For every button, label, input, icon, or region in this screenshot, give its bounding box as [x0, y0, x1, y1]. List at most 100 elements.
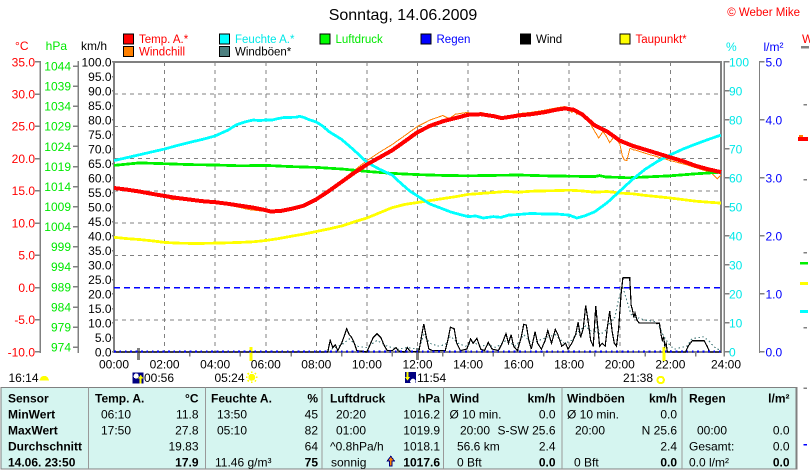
svg-text:10:00: 10:00: [352, 358, 382, 372]
svg-text:Windböen: Windböen: [567, 391, 625, 405]
svg-text:5.0: 5.0: [95, 331, 112, 345]
svg-text:90.0: 90.0: [88, 84, 112, 98]
svg-text:60: 60: [729, 171, 743, 185]
svg-text:Windböen*: Windböen*: [235, 47, 292, 59]
svg-text:994: 994: [51, 260, 71, 274]
svg-text:17:50: 17:50: [101, 424, 131, 438]
svg-text:Wind: Wind: [536, 34, 562, 46]
svg-text:27.8: 27.8: [175, 424, 199, 438]
svg-text:20: 20: [729, 287, 743, 301]
svg-text:00:00: 00:00: [697, 424, 727, 438]
svg-text:1019: 1019: [44, 160, 71, 174]
svg-text:56.6 km: 56.6 km: [457, 440, 500, 454]
svg-text:5.0: 5.0: [18, 249, 35, 263]
svg-text:1018.1: 1018.1: [403, 440, 440, 454]
svg-text:4.0: 4.0: [766, 113, 783, 127]
svg-text:100.0: 100.0: [81, 55, 111, 69]
svg-text:40.0: 40.0: [88, 229, 112, 243]
svg-text:16:14: 16:14: [8, 371, 38, 385]
svg-text:01:00: 01:00: [336, 424, 366, 438]
svg-text:0.0 l/m²: 0.0 l/m²: [689, 456, 729, 470]
svg-text:82: 82: [305, 424, 319, 438]
svg-text:19.83: 19.83: [168, 440, 198, 454]
svg-text:-5.0: -5.0: [14, 313, 35, 327]
svg-text:40: 40: [729, 229, 743, 243]
svg-text:50.0: 50.0: [88, 200, 112, 214]
svg-text:12:00: 12:00: [402, 358, 432, 372]
svg-text:0.0: 0.0: [539, 456, 556, 470]
svg-text:^0.8hPa/h: ^0.8hPa/h: [330, 440, 384, 454]
svg-text:1004: 1004: [44, 220, 71, 234]
svg-text:70: 70: [729, 142, 743, 156]
svg-text:S-SW 25.6: S-SW 25.6: [497, 424, 555, 438]
svg-text:11:54: 11:54: [417, 371, 446, 385]
svg-text:75.0: 75.0: [88, 128, 112, 142]
svg-text:2.4: 2.4: [660, 440, 677, 454]
svg-text:999: 999: [51, 240, 71, 254]
svg-text:100: 100: [729, 55, 749, 69]
svg-text:30: 30: [729, 258, 743, 272]
svg-text:1039: 1039: [44, 80, 71, 94]
svg-text:-10.0: -10.0: [8, 345, 36, 359]
svg-text:Durchschnitt: Durchschnitt: [8, 440, 82, 454]
svg-text:1.0: 1.0: [766, 287, 783, 301]
svg-text:70.0: 70.0: [88, 142, 112, 156]
svg-text:20:00: 20:00: [575, 424, 605, 438]
svg-text:Temp. A.: Temp. A.: [95, 391, 144, 405]
svg-text:14:00: 14:00: [453, 358, 483, 372]
svg-text:%: %: [307, 391, 318, 405]
svg-text:45.0: 45.0: [88, 215, 112, 229]
svg-text:25.0: 25.0: [12, 120, 36, 134]
svg-text:95.0: 95.0: [88, 70, 112, 84]
svg-text:04:00: 04:00: [200, 358, 230, 372]
svg-text:20:20: 20:20: [336, 407, 366, 421]
svg-text:Sensor: Sensor: [8, 391, 49, 405]
svg-text:00:56: 00:56: [144, 371, 174, 385]
svg-text:13:50: 13:50: [217, 407, 247, 421]
svg-text:1024: 1024: [44, 140, 71, 154]
svg-text:30.0: 30.0: [88, 258, 112, 272]
svg-text:10.0: 10.0: [12, 216, 36, 230]
svg-text:MinWert: MinWert: [8, 407, 55, 421]
svg-text:05:10: 05:10: [217, 424, 247, 438]
svg-text:02:00: 02:00: [150, 358, 180, 372]
svg-text:75: 75: [305, 456, 319, 470]
svg-text:10.0: 10.0: [88, 316, 112, 330]
svg-text:°C: °C: [185, 391, 199, 405]
svg-text:20:00: 20:00: [605, 358, 635, 372]
svg-text:06:00: 06:00: [251, 358, 281, 372]
svg-text:05:24: 05:24: [214, 371, 244, 385]
svg-text:85.0: 85.0: [88, 99, 112, 113]
svg-text:Regen: Regen: [437, 34, 471, 46]
svg-text:989: 989: [51, 280, 71, 294]
svg-text:sonnig: sonnig: [331, 456, 366, 470]
svg-text:974: 974: [51, 341, 71, 355]
svg-text:Ø 10 min.: Ø 10 min.: [567, 407, 619, 421]
svg-text:0 Bft: 0 Bft: [574, 456, 599, 470]
svg-text:Luftdruck: Luftdruck: [336, 34, 384, 46]
svg-text:0.0: 0.0: [773, 456, 790, 470]
svg-text:80.0: 80.0: [88, 113, 112, 127]
svg-text:90: 90: [729, 84, 743, 98]
svg-text:20:00: 20:00: [460, 424, 490, 438]
svg-text:0.0: 0.0: [539, 407, 556, 421]
svg-text:hPa: hPa: [46, 39, 68, 53]
svg-text:65.0: 65.0: [88, 157, 112, 171]
svg-text:Temp. A.*: Temp. A.*: [139, 34, 189, 46]
svg-text:1034: 1034: [44, 100, 71, 114]
svg-text:1016.2: 1016.2: [403, 407, 440, 421]
svg-text:25.0: 25.0: [88, 273, 112, 287]
svg-text:°C: °C: [15, 39, 29, 53]
svg-text:3.0: 3.0: [766, 171, 783, 185]
svg-text:Luftdruck: Luftdruck: [330, 391, 386, 405]
svg-text:0 Bft: 0 Bft: [457, 456, 482, 470]
svg-text:0.0: 0.0: [766, 345, 783, 359]
svg-text:0.0: 0.0: [773, 440, 790, 454]
svg-text:© Weber Mike: © Weber Mike: [727, 7, 800, 19]
svg-text:35.0: 35.0: [88, 244, 112, 258]
svg-text:Windchill: Windchill: [139, 47, 185, 59]
svg-text:14.06. 23:50: 14.06. 23:50: [8, 456, 76, 470]
svg-text:5.0: 5.0: [766, 55, 783, 69]
svg-text:11.46 g/m³: 11.46 g/m³: [215, 456, 271, 470]
svg-text:20.0: 20.0: [12, 152, 36, 166]
